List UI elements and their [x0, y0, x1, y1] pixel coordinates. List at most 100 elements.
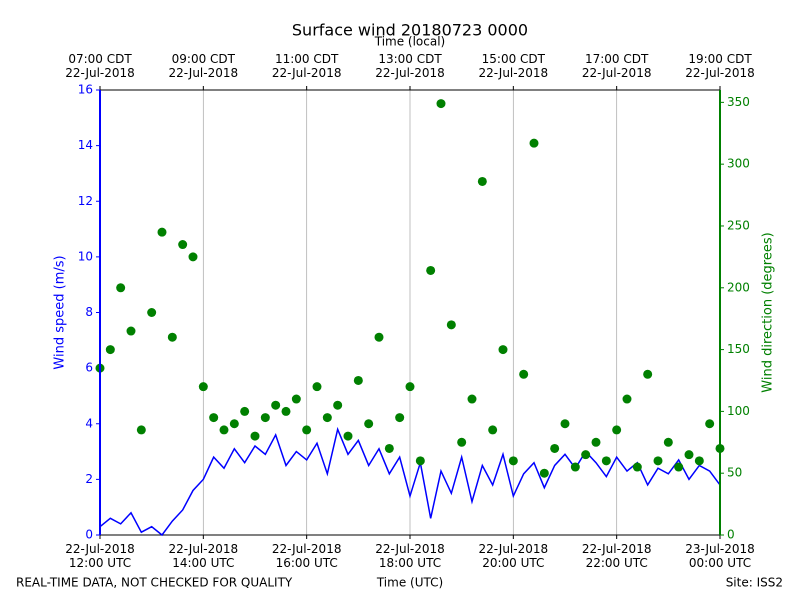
y2-tick-label: 350 — [727, 95, 750, 109]
direction-point — [364, 419, 374, 429]
direction-point — [477, 176, 487, 186]
direction-point — [384, 443, 394, 453]
x2-tick-label: 07:00 CDT 22-Jul-2018 — [65, 52, 135, 80]
y2-tick-label: 0 — [727, 528, 735, 542]
x2-tick-label: 19:00 CDT 22-Jul-2018 — [685, 52, 755, 80]
direction-point — [446, 320, 456, 330]
direction-point — [240, 406, 250, 416]
direction-point — [291, 394, 301, 404]
direction-point — [560, 419, 570, 429]
direction-point — [271, 400, 281, 410]
x2-tick-label: 13:00 CDT 22-Jul-2018 — [375, 52, 445, 80]
y2-tick-label: 250 — [727, 218, 750, 232]
direction-point — [415, 456, 425, 466]
x2-axis-label: Time (local) — [374, 35, 446, 49]
y-tick-label: 6 — [85, 361, 93, 375]
direction-point — [684, 450, 694, 460]
direction-point — [167, 332, 177, 342]
direction-point — [116, 283, 126, 293]
direction-point — [260, 413, 270, 423]
direction-point — [612, 425, 622, 435]
direction-point — [467, 394, 477, 404]
direction-point — [663, 437, 673, 447]
direction-point — [653, 456, 663, 466]
direction-point — [281, 406, 291, 416]
x-tick-label: 22-Jul-2018 12:00 UTC — [65, 542, 135, 570]
direction-point — [570, 462, 580, 472]
x-tick-label: 22-Jul-2018 22:00 UTC — [581, 542, 652, 570]
y-tick-label: 12 — [78, 194, 93, 208]
chart-title: Surface wind 20180723 0000 — [292, 21, 528, 40]
direction-point — [498, 345, 508, 355]
x-tick-label: 22-Jul-2018 14:00 UTC — [168, 542, 239, 570]
direction-point — [105, 345, 115, 355]
y-tick-label: 14 — [78, 138, 93, 152]
x2-tick-label: 15:00 CDT 22-Jul-2018 — [478, 52, 549, 80]
direction-point — [250, 431, 260, 441]
direction-point — [508, 456, 518, 466]
y-tick-label: 0 — [85, 528, 93, 542]
x-tick-label: 23-Jul-2018 00:00 UTC — [685, 542, 755, 570]
site-label: Site: ISS2 — [726, 576, 783, 590]
y2-tick-label: 150 — [727, 342, 750, 356]
y-tick-label: 8 — [85, 305, 93, 319]
direction-point — [436, 99, 446, 109]
direction-point — [209, 413, 219, 423]
direction-point — [229, 419, 239, 429]
x-tick-label: 22-Jul-2018 20:00 UTC — [478, 542, 549, 570]
y2-tick-label: 200 — [727, 280, 750, 294]
direction-point — [405, 382, 415, 392]
y-tick-label: 16 — [78, 83, 93, 97]
y-tick-label: 2 — [85, 472, 93, 486]
direction-point — [343, 431, 353, 441]
direction-point — [529, 138, 539, 148]
y2-tick-label: 100 — [727, 404, 750, 418]
direction-point — [188, 252, 198, 262]
x-tick-label: 22-Jul-2018 18:00 UTC — [375, 542, 445, 570]
direction-point — [488, 425, 498, 435]
direction-point — [581, 450, 591, 460]
direction-point — [632, 462, 642, 472]
direction-point — [426, 265, 436, 275]
direction-point — [147, 308, 157, 317]
y2-tick-label: 50 — [727, 466, 742, 480]
direction-point — [622, 394, 632, 404]
y-axis-label: Wind speed (m/s) — [53, 255, 68, 369]
direction-point — [333, 400, 343, 410]
direction-point — [395, 413, 405, 423]
direction-point — [550, 443, 560, 453]
direction-point — [198, 382, 208, 392]
direction-point — [353, 375, 363, 385]
x-axis-label: Time (UTC) — [376, 576, 443, 590]
direction-point — [322, 413, 332, 423]
x2-tick-label: 09:00 CDT 22-Jul-2018 — [168, 52, 239, 80]
direction-point — [302, 425, 312, 435]
x-tick-label: 22-Jul-2018 16:00 UTC — [271, 542, 342, 570]
direction-point — [519, 369, 529, 379]
direction-point — [178, 240, 188, 250]
direction-point — [539, 468, 549, 478]
direction-point — [219, 425, 229, 435]
y2-axis-label: Wind direction (degrees) — [761, 232, 776, 392]
direction-point — [374, 332, 384, 342]
direction-point — [157, 227, 167, 237]
direction-point — [312, 382, 322, 392]
speed-line — [99, 426, 721, 537]
direction-point — [457, 437, 467, 447]
direction-point — [705, 419, 715, 429]
direction-point — [591, 437, 601, 447]
y2-tick-label: 300 — [727, 157, 750, 171]
y-tick-label: 10 — [78, 249, 93, 263]
direction-point — [643, 369, 653, 379]
direction-point — [674, 462, 684, 472]
y-tick-label: 4 — [85, 416, 93, 430]
x2-tick-label: 17:00 CDT 22-Jul-2018 — [581, 52, 652, 80]
direction-point — [694, 456, 704, 466]
direction-point — [601, 456, 611, 466]
direction-point — [126, 326, 136, 336]
footer-note: REAL-TIME DATA, NOT CHECKED FOR QUALITY — [16, 576, 293, 590]
x2-tick-label: 11:00 CDT 22-Jul-2018 — [271, 52, 342, 80]
direction-point — [136, 425, 146, 435]
